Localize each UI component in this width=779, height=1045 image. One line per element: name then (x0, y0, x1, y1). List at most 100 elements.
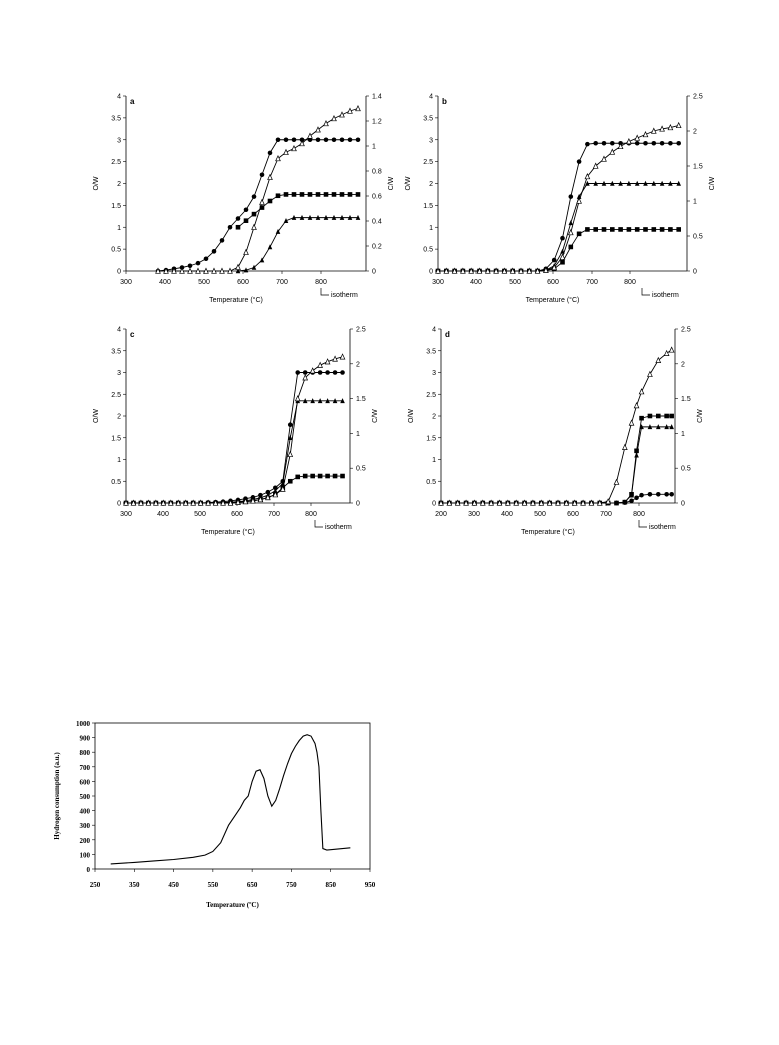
data-point (601, 180, 607, 186)
data-point (493, 267, 499, 274)
data-point (580, 499, 586, 506)
data-point (622, 500, 628, 505)
data-point (643, 180, 648, 186)
data-point (283, 148, 289, 155)
series-line (237, 217, 358, 272)
data-point (576, 159, 582, 164)
data-point (227, 224, 233, 230)
isotherm-label: isotherm (325, 524, 352, 531)
y-tick-label: 300 (80, 822, 91, 830)
x-axis-label: Temperature (°C) (201, 528, 255, 536)
y-tick-label: 500 (80, 793, 91, 801)
data-point (618, 227, 623, 232)
data-point (642, 130, 649, 138)
data-point (585, 180, 590, 186)
data-point (259, 198, 265, 205)
data-point (145, 499, 152, 506)
y2-tick-label: 0.5 (356, 466, 366, 473)
series-line (126, 356, 343, 504)
data-point (283, 192, 289, 197)
data-point (275, 228, 281, 234)
data-point (576, 197, 582, 204)
data-point (664, 424, 669, 430)
data-point (355, 214, 361, 220)
y2-tick-label: 0.6 (372, 194, 382, 201)
data-point (182, 499, 189, 506)
y-tick-label: 1 (429, 225, 433, 232)
data-point (179, 267, 185, 274)
data-point (655, 492, 661, 497)
chart-panel-a: 0 0.5 1 1.5 2 2.5 3 3.5 4 0 0.2 0.4 0.6 0.8 1 1.2 1.4 300… (93, 94, 395, 305)
data-point (347, 137, 353, 143)
data-point (197, 499, 204, 506)
series-line (441, 415, 672, 504)
data-point (609, 148, 616, 155)
data-point (634, 495, 639, 501)
data-point (275, 154, 281, 162)
data-point (243, 248, 249, 255)
y-tick-label: 2.5 (111, 159, 121, 166)
data-point (310, 398, 315, 404)
data-point (323, 214, 329, 220)
data-point (265, 489, 271, 495)
data-point (325, 370, 330, 375)
isotherm-bracket (320, 288, 329, 296)
data-point (629, 498, 634, 504)
data-point (267, 173, 273, 180)
data-point (302, 370, 308, 375)
data-point (339, 137, 345, 143)
data-point (203, 256, 209, 262)
data-point (195, 267, 201, 274)
data-point (287, 478, 293, 484)
y2-tick-label: 1.5 (356, 396, 366, 403)
data-point (187, 263, 193, 269)
y2-tick-label: 1.5 (693, 164, 703, 171)
data-point (250, 497, 256, 504)
series-line (126, 400, 343, 504)
data-point (227, 499, 234, 506)
data-point (272, 491, 279, 498)
data-point (496, 499, 503, 506)
data-point (355, 192, 361, 197)
series-line (438, 142, 679, 272)
x-tick-label: 700 (276, 279, 288, 286)
data-point (267, 198, 273, 204)
y2-tick-label: 1 (681, 431, 685, 438)
isotherm-bracket (641, 288, 650, 296)
data-point (638, 388, 645, 395)
y-tick-label: 0.5 (426, 479, 436, 486)
x-axis-label: Temperature (°C) (526, 296, 580, 304)
data-point (568, 244, 574, 250)
data-point (155, 267, 161, 274)
data-point (275, 193, 281, 199)
series-line (157, 139, 358, 272)
data-point (332, 473, 338, 479)
data-point (534, 267, 541, 274)
data-point (530, 499, 536, 506)
data-point (317, 370, 323, 375)
x-tick-label: 600 (547, 279, 559, 286)
y2-tick-label: 0.5 (681, 466, 691, 473)
data-point (546, 499, 553, 506)
data-point (669, 424, 674, 430)
data-point (614, 500, 619, 506)
data-point (315, 192, 321, 197)
x-tick-label: 400 (159, 279, 171, 286)
data-point (220, 499, 226, 506)
y-tick-label: 0 (117, 501, 121, 508)
x-tick-label: 800 (305, 511, 317, 518)
y2-tick-label: 2.5 (356, 327, 366, 334)
y2-tick-label: 2.5 (681, 327, 691, 334)
y-tick-label: 0.5 (111, 247, 121, 254)
data-point (476, 267, 483, 274)
data-point (153, 499, 159, 506)
data-point (676, 140, 681, 146)
data-point (675, 121, 682, 129)
y-axis-label: Hydrogen consumption (a.u.) (53, 752, 61, 840)
y2-tick-label: 2 (693, 129, 697, 136)
series-line (441, 426, 672, 504)
y-tick-label: 3 (432, 370, 436, 377)
data-point (655, 424, 661, 430)
data-point (130, 499, 137, 506)
data-point (451, 267, 458, 274)
